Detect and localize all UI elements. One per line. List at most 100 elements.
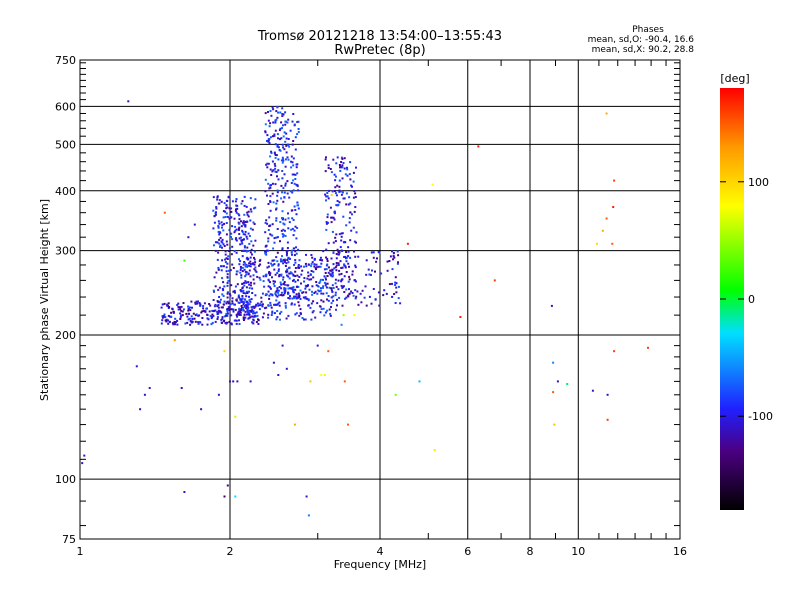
data-point: [143, 393, 146, 396]
data-point: [245, 307, 248, 310]
data-point: [232, 290, 235, 293]
data-point: [340, 161, 343, 163]
data-point: [280, 274, 283, 277]
data-point: [247, 210, 250, 213]
data-point: [170, 311, 173, 314]
data-point: [285, 254, 288, 257]
data-point: [250, 248, 253, 251]
data-point: [234, 209, 237, 212]
data-point: [305, 291, 308, 294]
data-point: [347, 423, 349, 426]
data-point: [288, 267, 290, 269]
data-point: [259, 278, 262, 281]
data-point: [188, 317, 191, 320]
data-point: [284, 265, 287, 267]
data-point: [228, 305, 231, 308]
data-point: [176, 323, 179, 326]
data-point: [263, 285, 266, 288]
data-point: [327, 266, 330, 269]
plot-area: [79, 59, 681, 540]
data-point: [226, 484, 229, 487]
data-point: [278, 301, 281, 304]
data-point: [275, 219, 278, 222]
data-point: [343, 256, 346, 258]
data-point: [291, 217, 294, 220]
data-point: [345, 192, 348, 195]
data-point: [552, 361, 555, 364]
data-point: [276, 289, 279, 292]
data-point: [217, 230, 220, 233]
data-point: [285, 270, 287, 273]
data-point: [339, 165, 342, 168]
data-point: [237, 213, 240, 215]
data-point: [310, 262, 313, 265]
y-tick-label: 100: [55, 473, 76, 486]
data-point: [282, 228, 285, 231]
data-point: [352, 226, 355, 229]
data-point: [346, 174, 349, 177]
data-point: [223, 202, 226, 205]
data-point: [224, 258, 227, 261]
data-point: [264, 245, 267, 248]
data-point: [174, 323, 177, 326]
data-point: [234, 319, 237, 322]
data-point: [312, 300, 315, 303]
data-point: [225, 270, 228, 273]
data-point: [287, 118, 290, 121]
data-point: [297, 266, 300, 269]
data-point: [164, 316, 167, 319]
data-point: [302, 296, 305, 299]
data-point: [244, 298, 247, 301]
data-point: [378, 304, 381, 307]
data-point: [197, 300, 199, 303]
data-point: [306, 297, 308, 300]
data-point: [286, 192, 289, 195]
data-point: [252, 312, 254, 315]
data-point: [244, 275, 247, 278]
data-point: [249, 300, 252, 303]
data-point: [252, 278, 255, 281]
data-point: [343, 157, 346, 160]
data-point: [254, 314, 256, 317]
data-point: [265, 273, 268, 276]
data-point: [235, 299, 238, 302]
data-point: [274, 170, 277, 173]
data-point: [241, 239, 244, 241]
data-point: [274, 154, 277, 156]
data-point: [329, 273, 332, 276]
data-point: [294, 178, 297, 180]
data-point: [225, 314, 227, 317]
data-point: [250, 311, 253, 313]
data-point: [275, 294, 278, 297]
data-point: [363, 296, 366, 299]
data-point: [201, 310, 204, 313]
data-point: [365, 273, 368, 276]
data-point: [286, 274, 288, 277]
data-point: [348, 275, 351, 278]
data-point: [269, 168, 272, 171]
data-point: [292, 157, 295, 160]
data-point: [326, 192, 329, 194]
data-point: [276, 116, 279, 119]
data-point: [330, 274, 333, 277]
data-point: [286, 156, 289, 159]
data-point: [276, 236, 279, 239]
data-point: [217, 251, 220, 254]
data-point: [244, 316, 247, 319]
data-point: [244, 233, 247, 236]
data-point: [238, 233, 241, 235]
data-point: [307, 304, 310, 307]
data-point: [282, 258, 285, 261]
x-tick-label: 1: [77, 545, 84, 558]
data-point: [293, 423, 296, 426]
data-point: [253, 263, 256, 266]
data-point: [335, 262, 338, 264]
data-point: [325, 256, 328, 259]
data-point: [320, 308, 323, 311]
data-point: [299, 298, 302, 300]
data-point: [189, 320, 192, 323]
data-point: [180, 309, 183, 312]
data-point: [283, 288, 286, 291]
data-point: [228, 247, 231, 250]
data-point: [268, 125, 271, 128]
